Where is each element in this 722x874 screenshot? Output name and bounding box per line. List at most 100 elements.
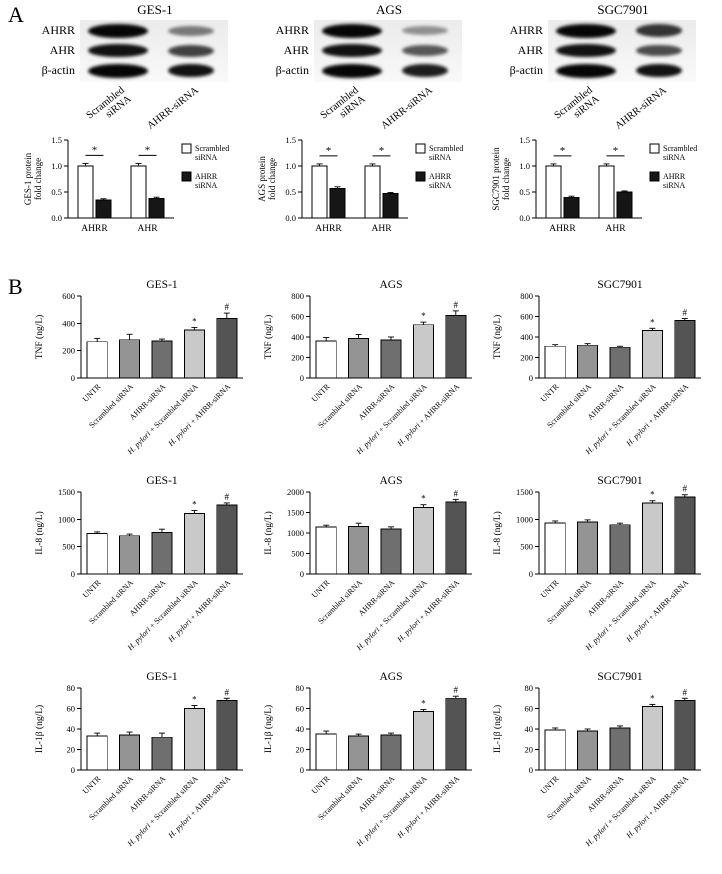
- svg-text:#: #: [224, 492, 229, 502]
- svg-text:AHRR: AHRR: [315, 224, 342, 234]
- svg-text:0: 0: [300, 569, 304, 579]
- svg-text:AGS: AGS: [379, 475, 402, 487]
- svg-text:UNTR: UNTR: [539, 774, 561, 796]
- western-blot-image: [80, 20, 228, 82]
- svg-text:0.0: 0.0: [51, 213, 62, 223]
- svg-text:*: *: [560, 145, 566, 157]
- svg-text:GES-1: GES-1: [146, 671, 178, 683]
- blot-band: [88, 23, 148, 38]
- blot-band-row: [548, 21, 696, 40]
- svg-text:fold change: fold change: [501, 158, 511, 200]
- svg-text:40: 40: [66, 724, 75, 734]
- svg-text:600: 600: [291, 312, 304, 322]
- svg-text:TNF (ng/L): TNF (ng/L): [263, 315, 274, 360]
- band-label-ahrr: AHRR: [41, 23, 75, 37]
- svg-text:AGS: AGS: [379, 671, 402, 683]
- svg-text:siRNA: siRNA: [195, 153, 217, 162]
- svg-text:Scrambled: Scrambled: [663, 144, 697, 153]
- svg-text:1.0: 1.0: [519, 161, 530, 171]
- svg-text:IL-1β (ng/L): IL-1β (ng/L): [34, 705, 45, 753]
- blot-band: [322, 43, 382, 58]
- svg-text:Scrambled: Scrambled: [429, 144, 463, 153]
- svg-text:800: 800: [291, 291, 304, 301]
- band-label-actin: β-actin: [41, 63, 75, 77]
- lane-labels: Scrambled siRNA AHRR-siRNA: [22, 82, 250, 132]
- svg-text:#: #: [454, 685, 459, 695]
- svg-text:1.5: 1.5: [285, 135, 296, 145]
- blot-band: [402, 63, 448, 78]
- svg-text:*: *: [145, 144, 151, 156]
- cytokine-chart-cell: GES-1 0 500 1000 1500 IL-8 (ng/L) UNTR Scramble…: [26, 474, 255, 670]
- blot-band-row: [314, 21, 462, 40]
- svg-text:*: *: [421, 311, 426, 321]
- svg-text:UNTR: UNTR: [81, 382, 103, 404]
- svg-text:*: *: [192, 500, 197, 510]
- cell-line-title: AGS: [375, 2, 402, 17]
- svg-text:SGC7901: SGC7901: [598, 671, 644, 683]
- svg-text:GES-1: GES-1: [146, 279, 178, 291]
- svg-text:#: #: [683, 308, 688, 318]
- svg-text:0.5: 0.5: [285, 187, 296, 197]
- blot-band: [168, 63, 214, 78]
- svg-text:0.0: 0.0: [285, 213, 296, 223]
- svg-text:#: #: [224, 687, 229, 697]
- svg-text:60: 60: [295, 704, 304, 714]
- svg-text:1000: 1000: [58, 514, 75, 524]
- cytokine-chart-cell: AGS 0 20 40 60 80 IL-1β (ng/L) UNTR Scrambled si…: [255, 670, 484, 866]
- blot-band: [636, 63, 682, 78]
- svg-text:fold change: fold change: [267, 158, 277, 200]
- svg-text:fold change: fold change: [33, 158, 43, 200]
- cytokine-chart-cell: SGC7901 0 20 40 60 80 IL-1β (ng/L) UNTR Scramble…: [485, 670, 714, 866]
- svg-text:GES-1 protein: GES-1 protein: [23, 152, 33, 205]
- svg-text:#: #: [224, 302, 229, 312]
- blot-band-row: [80, 21, 228, 40]
- fold-change-chart: 0.0 0.5 1.0 1.5 GES-1 protein fold change * AHR…: [23, 135, 229, 234]
- cytokine-chart-cell: AGS 0 500 1000 1500 2000 IL-8 (ng/L) UNTR Scramb…: [255, 474, 484, 670]
- svg-text:1.5: 1.5: [519, 135, 530, 145]
- svg-text:1000: 1000: [516, 514, 533, 524]
- svg-text:0: 0: [70, 373, 74, 383]
- svg-text:*: *: [92, 144, 98, 156]
- svg-text:200: 200: [521, 353, 534, 363]
- blot-band-row: [80, 61, 228, 80]
- panel-a-block-ags: AGS AHRR AHR β-actin Scrambled siRNA AHR…: [256, 2, 484, 272]
- svg-text:800: 800: [521, 291, 534, 301]
- blot-band-row: [80, 41, 228, 60]
- svg-text:H. pylori + AHRR-siRNA: H. pylori + AHRR-siRNA: [395, 578, 462, 645]
- svg-text:UNTR: UNTR: [539, 382, 561, 404]
- blot-band: [556, 23, 616, 38]
- band-labels: AHRR AHR β-actin: [22, 20, 80, 82]
- svg-text:AHRR: AHRR: [429, 172, 452, 181]
- svg-text:H. pylori + AHRR-siRNA: H. pylori + AHRR-siRNA: [624, 774, 691, 841]
- panel-b: GES-1 0 200 400 600 TNF (ng/L) UNTR Scrambled s…: [26, 278, 714, 866]
- svg-text:1500: 1500: [516, 487, 533, 497]
- panel-b-label: B: [8, 274, 23, 299]
- svg-text:siRNA: siRNA: [663, 153, 685, 162]
- svg-text:siRNA: siRNA: [195, 181, 217, 190]
- blot-band: [168, 25, 214, 36]
- svg-text:SGC7901: SGC7901: [598, 279, 644, 291]
- svg-text:2000: 2000: [287, 487, 304, 497]
- svg-text:0.5: 0.5: [51, 187, 62, 197]
- svg-text:AHR: AHR: [605, 224, 626, 234]
- svg-text:600: 600: [521, 312, 534, 322]
- western-blot-row: AHRR AHR β-actin: [22, 20, 250, 82]
- svg-text:0: 0: [70, 569, 74, 579]
- svg-text:AHR: AHR: [371, 224, 392, 234]
- svg-text:H. pylori + AHRR-siRNA: H. pylori + AHRR-siRNA: [624, 578, 691, 645]
- blot-band: [322, 63, 382, 78]
- svg-text:siRNA: siRNA: [663, 181, 685, 190]
- band-labels: AHRR AHR β-actin: [490, 20, 548, 82]
- lane-labels: Scrambled siRNA AHRR-siRNA: [256, 82, 484, 132]
- svg-text:*: *: [421, 494, 426, 504]
- svg-text:H. pylori + AHRR-siRNA: H. pylori + AHRR-siRNA: [165, 774, 232, 841]
- svg-text:40: 40: [295, 724, 304, 734]
- svg-text:SGC7901 protein: SGC7901 protein: [491, 147, 501, 211]
- svg-text:1000: 1000: [287, 528, 304, 538]
- svg-text:AHRR: AHRR: [81, 224, 108, 234]
- western-blot-row: AHRR AHR β-actin: [256, 20, 484, 82]
